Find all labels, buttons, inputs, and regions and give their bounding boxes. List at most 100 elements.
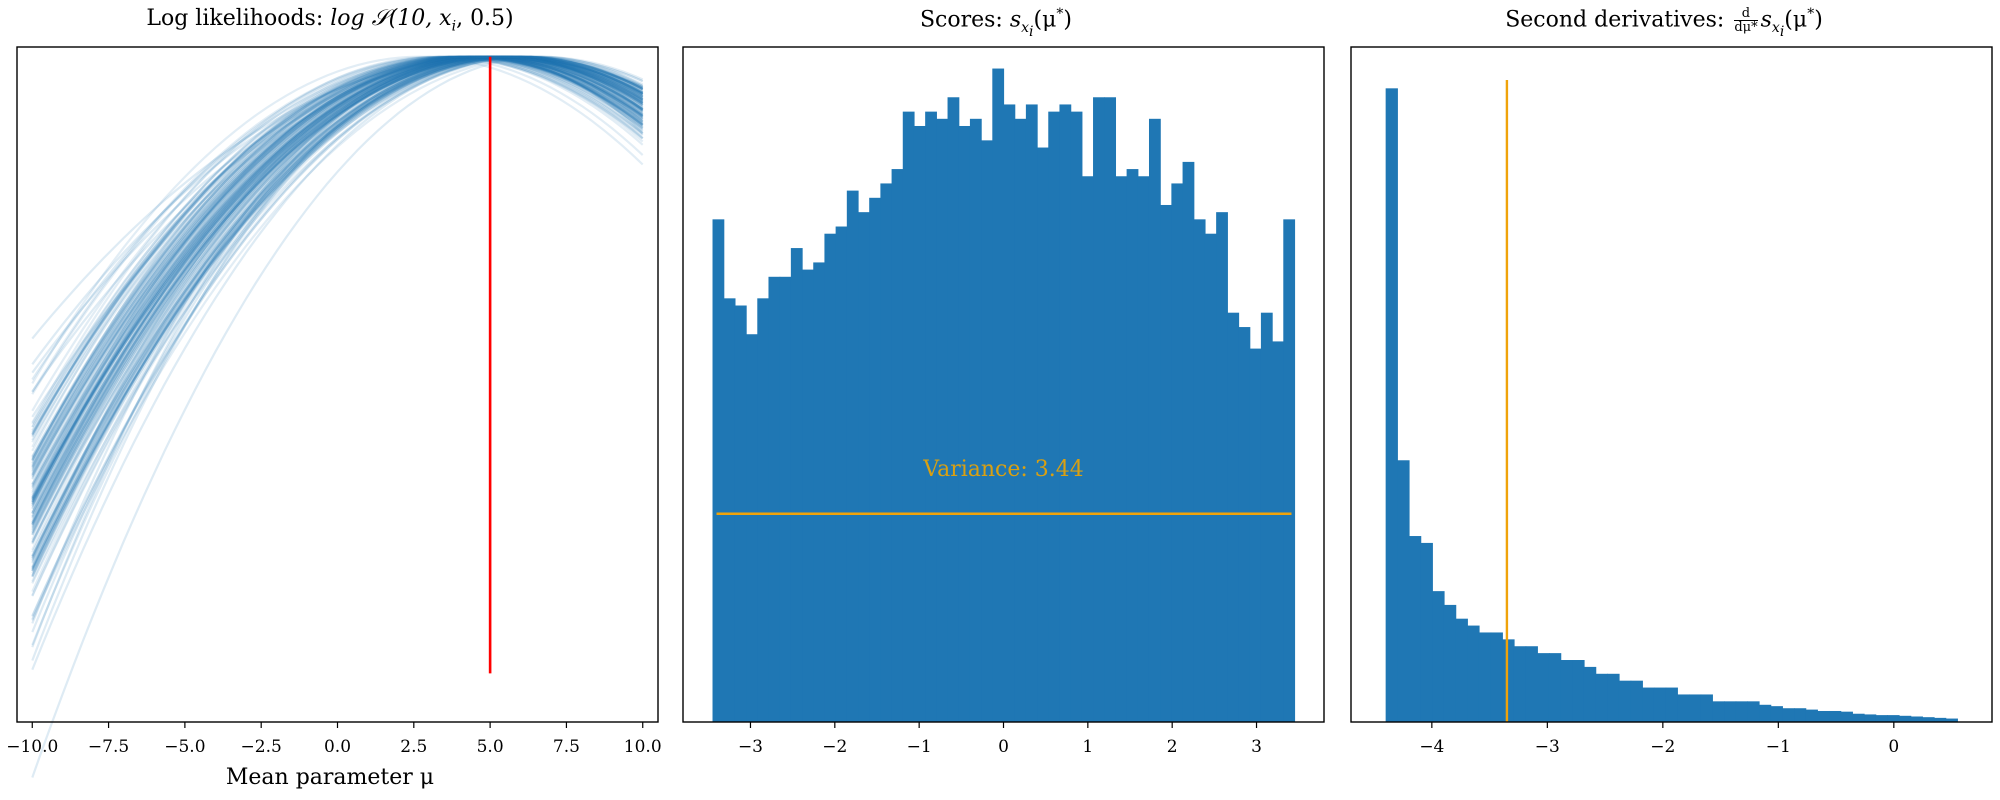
histogram-bar	[757, 298, 770, 722]
likelihood-curve	[31, 55, 644, 461]
likelihood-curve	[31, 55, 644, 393]
likelihood-curve	[31, 55, 644, 474]
likelihood-curve	[31, 55, 644, 559]
left-plot: −10.0 −7.5 −5.0 −2.5 0.0 2.5 5.0 7.5 10.0	[6, 46, 662, 778]
likelihood-curve	[31, 55, 644, 500]
likelihood-curve	[31, 55, 644, 467]
likelihood-curve	[31, 55, 644, 534]
likelihood-curve	[31, 55, 644, 524]
histogram-bar	[1420, 542, 1433, 722]
histogram-bar	[1467, 625, 1480, 722]
histogram-bar	[936, 118, 949, 722]
x-tick-label-middle: 1	[1082, 737, 1093, 757]
right-plot: −4 −3 −2 −1 0	[1350, 46, 1993, 757]
x-tick-label-left: −5.0	[164, 737, 205, 757]
histogram-bar	[1502, 639, 1515, 722]
likelihood-curve	[31, 55, 644, 499]
likelihood-curve	[31, 55, 644, 494]
likelihood-curve	[31, 55, 644, 526]
histogram-bar	[1572, 660, 1585, 722]
likelihood-curve	[31, 55, 644, 487]
chart-title-right: Second derivatives: d dμ* sxi(μ*)	[1505, 5, 1823, 40]
histogram-bar	[1025, 104, 1038, 723]
likelihood-curve	[31, 55, 644, 524]
histogram-bar	[1595, 673, 1608, 722]
likelihood-curve	[31, 55, 644, 441]
likelihood-curve	[31, 55, 644, 621]
likelihood-curve	[31, 55, 644, 465]
likelihood-curve	[31, 55, 644, 545]
histogram-bar	[1735, 701, 1748, 722]
x-tick-label-middle: 0	[998, 737, 1009, 757]
likelihood-curve	[31, 55, 644, 532]
middle-plot: Variance: 3.44 −3 −2 −1 0 1 2 3	[682, 46, 1325, 757]
chart-title-middle: Scores: sxi(μ*)	[919, 6, 1073, 40]
likelihood-curve	[31, 55, 644, 462]
histogram-bar	[1945, 718, 1958, 722]
likelihood-curve	[31, 55, 644, 646]
likelihood-curve	[31, 55, 644, 571]
histogram-bar	[813, 262, 826, 722]
histogram-bar	[1115, 176, 1128, 723]
histogram-bar	[1759, 704, 1772, 722]
likelihood-curve	[31, 55, 644, 503]
histogram-bar	[947, 97, 960, 722]
histogram-bar	[1899, 715, 1912, 722]
likelihood-curve	[31, 55, 644, 412]
histogram-bar	[1934, 717, 1947, 722]
likelihood-curve	[31, 55, 644, 508]
likelihood-curve	[31, 55, 644, 480]
likelihood-curve	[31, 55, 644, 448]
likelihood-curve	[31, 55, 644, 475]
likelihood-curve	[31, 55, 644, 438]
histogram-bar	[1048, 111, 1061, 722]
x-tick-label-left: 0.0	[324, 737, 351, 757]
likelihood-curve	[31, 55, 644, 501]
histogram-bar	[1070, 111, 1083, 722]
likelihood-curve	[31, 55, 644, 500]
histogram-bar	[1513, 646, 1527, 722]
histogram-bar	[723, 298, 736, 722]
histogram-bar	[1260, 312, 1273, 722]
likelihood-curve	[31, 55, 644, 561]
likelihood-curve	[31, 55, 644, 476]
likelihood-curve	[31, 55, 644, 535]
histogram-bar	[1003, 104, 1016, 723]
likelihood-curve	[31, 55, 644, 515]
chart-title-left: Log likelihoods: log 𝒮(10, xi, 0.5)	[146, 6, 514, 35]
likelihood-curve	[31, 55, 644, 564]
likelihood-curve	[31, 55, 644, 433]
x-tick-label-middle: −2	[822, 737, 847, 757]
likelihood-curve	[31, 55, 644, 493]
likelihood-curve	[31, 55, 644, 443]
likelihood-curve	[31, 55, 644, 436]
x-tick-label-right: −3	[1535, 737, 1560, 757]
likelihood-curve	[31, 55, 644, 563]
likelihood-curve	[31, 55, 644, 476]
likelihood-curve	[31, 55, 644, 505]
likelihood-curve	[31, 55, 644, 467]
histogram-bar	[1037, 147, 1049, 722]
histogram-bar	[1443, 604, 1457, 722]
likelihood-curve	[31, 55, 644, 528]
x-tick-label-right: −4	[1419, 737, 1444, 757]
likelihood-curve	[31, 55, 644, 553]
histogram-bar	[1238, 327, 1251, 722]
histogram-bar	[802, 269, 814, 722]
likelihood-curve	[31, 55, 644, 425]
likelihood-curve	[31, 55, 644, 577]
histogram-bar	[1014, 118, 1027, 722]
likelihood-curve	[31, 55, 644, 503]
x-tick-label-left: −7.5	[88, 737, 129, 757]
histogram-bar	[1432, 591, 1445, 722]
likelihood-curve	[31, 55, 644, 384]
likelihood-curve	[31, 55, 644, 578]
histogram-bar	[1193, 219, 1206, 722]
likelihood-curve	[31, 55, 644, 498]
likelihood-curve	[31, 55, 644, 543]
likelihood-curve	[31, 55, 644, 504]
likelihood-curve	[31, 55, 644, 498]
histogram-bar	[1397, 460, 1410, 722]
likelihood-curve	[31, 55, 644, 514]
histogram-bar	[1093, 97, 1105, 722]
